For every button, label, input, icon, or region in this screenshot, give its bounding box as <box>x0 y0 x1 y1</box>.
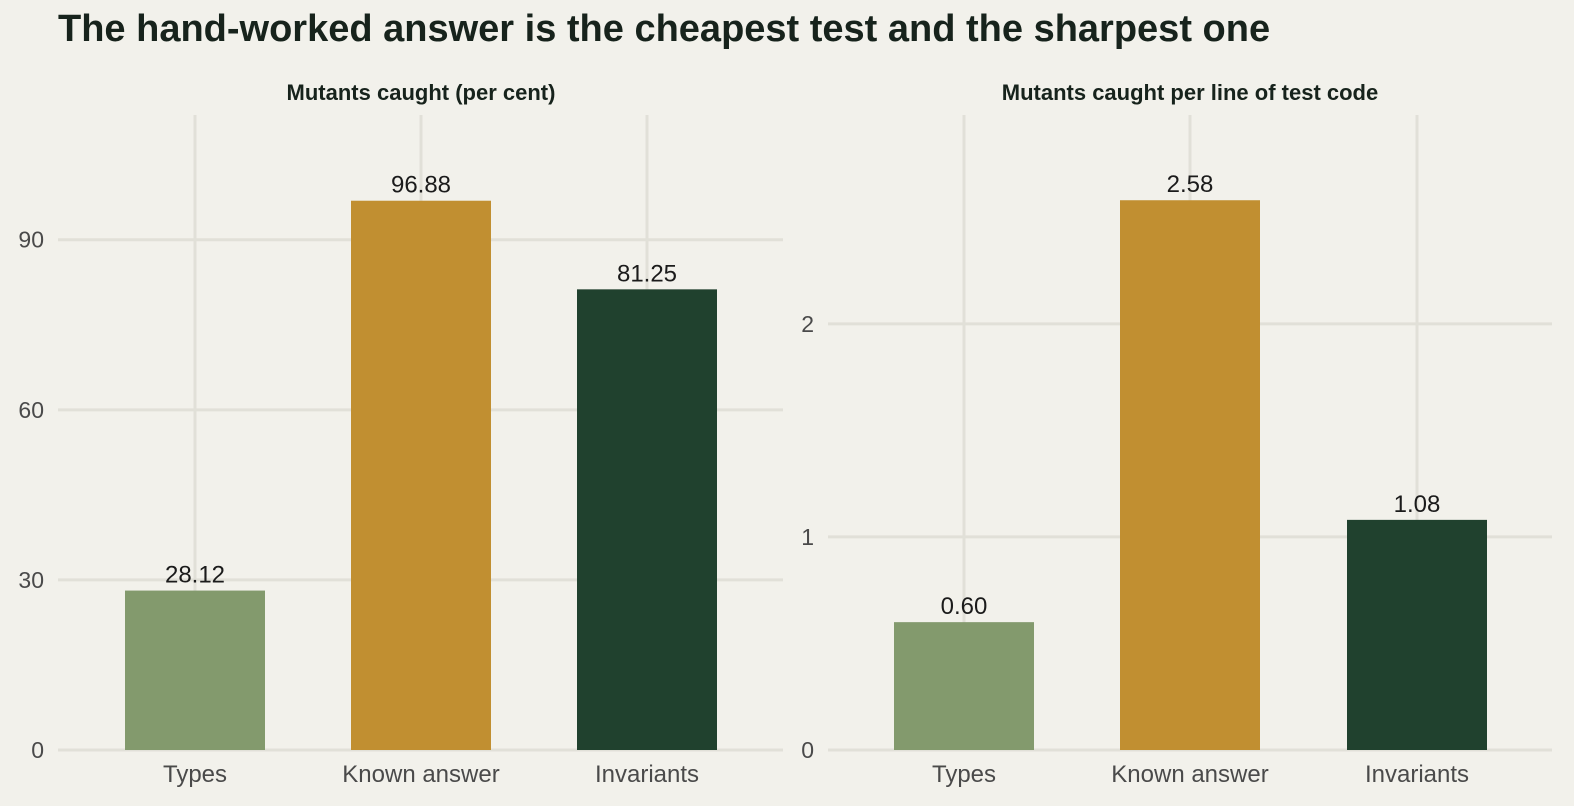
data-label: 81.25 <box>617 260 677 287</box>
panel-title: Mutants caught per line of test code <box>1002 80 1378 105</box>
panel-title: Mutants caught (per cent) <box>287 80 556 105</box>
x-tick-label: Invariants <box>595 761 699 788</box>
data-label: 0.60 <box>941 593 988 620</box>
y-tick-label: 0 <box>801 737 814 763</box>
chart-panel-1: Mutants caught (per cent) 0 30 60 90 28.12 Typ… <box>18 80 783 788</box>
x-tick-label: Types <box>932 761 996 788</box>
data-label: 28.12 <box>165 562 225 589</box>
x-tick-label: Known answer <box>1111 761 1268 788</box>
data-label: 1.08 <box>1394 491 1441 518</box>
bar-known-answer <box>351 200 491 751</box>
y-tick-label: 0 <box>31 737 44 763</box>
y-tick-label: 30 <box>18 567 44 593</box>
bar-known-answer <box>1120 200 1260 751</box>
data-label: 2.58 <box>1167 171 1214 198</box>
chart-title: The hand-worked answer is the cheapest t… <box>58 8 1271 50</box>
bar-invariants <box>1347 519 1487 750</box>
bar-types <box>894 622 1034 750</box>
bar-types <box>125 590 265 750</box>
y-tick-label: 2 <box>801 311 814 337</box>
x-tick-label: Known answer <box>342 761 499 788</box>
y-tick-label: 60 <box>18 397 44 423</box>
x-tick-label: Invariants <box>1365 761 1469 788</box>
y-tick-label: 90 <box>18 227 44 253</box>
y-tick-label: 1 <box>801 524 814 550</box>
bar-invariants <box>577 289 717 750</box>
x-tick-label: Types <box>163 761 227 788</box>
data-label: 96.88 <box>391 172 451 199</box>
chart-panel-2: Mutants caught per line of test code 0 1 2 0… <box>801 80 1552 788</box>
